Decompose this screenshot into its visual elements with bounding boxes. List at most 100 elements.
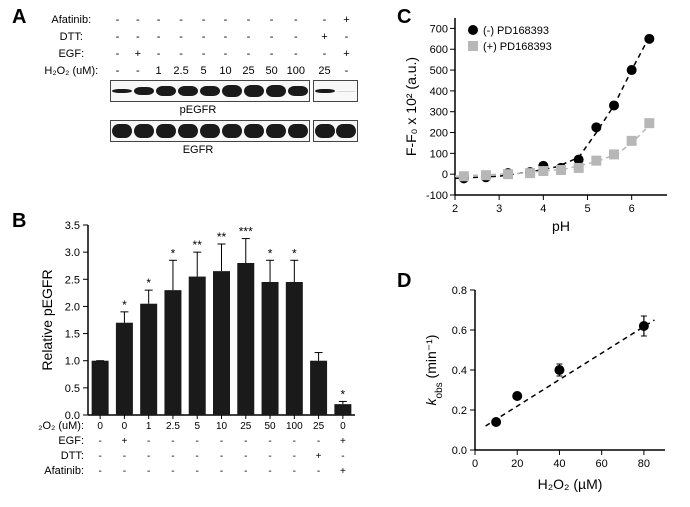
panel-label-b: B [12, 210, 26, 233]
svg-text:3: 3 [496, 203, 502, 215]
svg-text:700: 700 [430, 23, 448, 35]
svg-text:Afatinib:: Afatinib: [44, 465, 84, 477]
svg-text:-: - [293, 466, 296, 477]
svg-text:-: - [268, 451, 271, 462]
svg-text:*: * [171, 246, 176, 260]
svg-text:40: 40 [553, 458, 565, 470]
svg-text:-: - [220, 466, 223, 477]
svg-text:3.5: 3.5 [65, 220, 80, 232]
svg-text:400: 400 [430, 86, 448, 98]
svg-text:-: - [171, 436, 174, 447]
blot-egfr-caption: EGFR [38, 144, 358, 156]
svg-text:2.5: 2.5 [166, 421, 180, 432]
svg-text:50: 50 [264, 421, 276, 432]
svg-text:*: * [268, 246, 273, 260]
svg-text:3.0: 3.0 [65, 247, 80, 259]
svg-text:0.5: 0.5 [65, 383, 80, 395]
svg-text:*: * [292, 246, 297, 260]
svg-text:-: - [244, 466, 247, 477]
panel-label-d: D [397, 270, 411, 293]
svg-text:100: 100 [430, 148, 448, 160]
svg-text:(-) PD168393: (-) PD168393 [483, 25, 549, 37]
svg-text:60: 60 [596, 458, 608, 470]
svg-text:pH: pH [552, 218, 570, 234]
blot-egfr [38, 120, 358, 142]
svg-text:-: - [244, 451, 247, 462]
svg-text:-: - [244, 436, 247, 447]
svg-text:-: - [123, 451, 126, 462]
svg-text:*: * [146, 276, 151, 290]
svg-text:-: - [196, 466, 199, 477]
panel-a-blots: Afatinib:----------+DTT:---------+-EGF:-… [38, 10, 358, 160]
svg-text:25: 25 [313, 421, 325, 432]
svg-text:-: - [196, 436, 199, 447]
panel-d-kinetics: 0.00.20.40.60.8020406080H₂O₂ (µM)kobs (m… [420, 280, 675, 495]
svg-text:-: - [268, 466, 271, 477]
svg-text:600: 600 [430, 44, 448, 56]
panel-label-a: A [12, 6, 26, 29]
svg-text:0.8: 0.8 [452, 285, 467, 297]
svg-text:EGF:: EGF: [58, 435, 84, 447]
svg-text:***: *** [239, 225, 253, 239]
svg-text:-: - [317, 466, 320, 477]
svg-text:(+) PD168393: (+) PD168393 [483, 41, 552, 53]
svg-text:100: 100 [286, 421, 303, 432]
svg-text:10: 10 [216, 421, 228, 432]
svg-text:0: 0 [340, 421, 346, 432]
svg-text:+: + [121, 436, 127, 447]
blot-pegfr [38, 80, 358, 102]
svg-text:200: 200 [430, 128, 448, 140]
svg-text:F-F₀ x 10² (a.u.): F-F₀ x 10² (a.u.) [403, 57, 419, 156]
svg-text:**: ** [193, 238, 203, 252]
panel-a-condition-table: Afatinib:----------+DTT:---------+-EGF:-… [38, 10, 358, 80]
svg-text:20: 20 [511, 458, 523, 470]
svg-text:H₂O₂ (µM): H₂O₂ (µM) [538, 476, 603, 492]
svg-text:-: - [220, 451, 223, 462]
svg-text:1.0: 1.0 [65, 356, 80, 368]
svg-text:4: 4 [540, 203, 546, 215]
svg-text:300: 300 [430, 107, 448, 119]
svg-text:kobs (min⁻¹): kobs (min⁻¹) [423, 335, 445, 406]
panel-c-scatter: -100010020030040050060070023456pHF-F₀ x … [400, 10, 675, 235]
svg-text:-: - [317, 436, 320, 447]
svg-text:0: 0 [122, 421, 128, 432]
svg-text:2.5: 2.5 [65, 274, 80, 286]
svg-text:*: * [341, 387, 346, 401]
svg-text:-: - [147, 451, 150, 462]
svg-text:H₂O₂ (uM):: H₂O₂ (uM): [38, 420, 84, 432]
svg-text:Relative pEGFR: Relative pEGFR [39, 269, 55, 370]
blot-pegfr-caption: pEGFR [38, 104, 358, 116]
svg-text:-: - [147, 466, 150, 477]
svg-text:0.0: 0.0 [452, 445, 467, 457]
svg-text:-: - [98, 436, 101, 447]
svg-text:+: + [340, 436, 346, 447]
svg-text:500: 500 [430, 65, 448, 77]
svg-text:-: - [171, 451, 174, 462]
panel-b-barchart: 0.00.51.01.52.02.53.03.5Relative pEGFR**… [38, 220, 360, 490]
svg-text:80: 80 [638, 458, 650, 470]
svg-text:5: 5 [584, 203, 590, 215]
svg-text:-: - [147, 436, 150, 447]
svg-text:2.0: 2.0 [65, 301, 80, 313]
svg-text:1: 1 [146, 421, 152, 432]
svg-text:2: 2 [452, 203, 458, 215]
svg-text:**: ** [217, 230, 227, 244]
svg-text:*: * [122, 298, 127, 312]
svg-text:5: 5 [194, 421, 200, 432]
svg-text:1.5: 1.5 [65, 329, 80, 341]
svg-text:-: - [293, 436, 296, 447]
svg-text:-: - [293, 451, 296, 462]
svg-text:-: - [171, 466, 174, 477]
svg-text:0.2: 0.2 [452, 405, 467, 417]
svg-text:-100: -100 [426, 190, 448, 202]
svg-text:-: - [123, 466, 126, 477]
svg-text:-: - [196, 451, 199, 462]
svg-text:6: 6 [629, 203, 635, 215]
svg-text:DTT:: DTT: [61, 450, 84, 462]
svg-text:25: 25 [240, 421, 252, 432]
svg-text:-: - [98, 451, 101, 462]
svg-text:-: - [268, 436, 271, 447]
svg-text:-: - [341, 451, 344, 462]
svg-text:+: + [340, 466, 346, 477]
svg-text:0: 0 [97, 421, 103, 432]
